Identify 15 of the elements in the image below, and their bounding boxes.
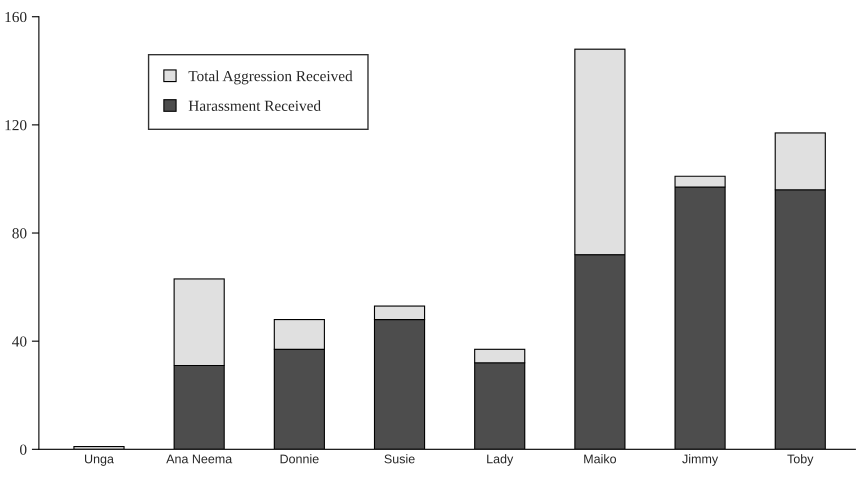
x-tick-label: Ana Neema	[166, 454, 232, 464]
legend-label: Harassment Received	[188, 100, 321, 111]
legend-label: Total Aggression Received	[188, 70, 353, 84]
y-tick-label: 40	[12, 336, 26, 347]
x-tick-label: Donnie	[280, 454, 319, 464]
y-tick-label: 160	[6, 12, 26, 22]
y-tick-label: 80	[12, 228, 26, 238]
x-tick-label: Maiko	[584, 454, 616, 464]
x-tick-label: Toby	[787, 454, 814, 466]
x-tick-label: Lady	[487, 454, 514, 466]
x-tick-label: Jimmy	[682, 454, 718, 466]
y-tick-label: 120	[6, 120, 26, 130]
x-tick-label: Unga	[85, 454, 114, 466]
x-tick-label: Susie	[384, 454, 415, 464]
y-tick-label: 0	[20, 444, 26, 455]
